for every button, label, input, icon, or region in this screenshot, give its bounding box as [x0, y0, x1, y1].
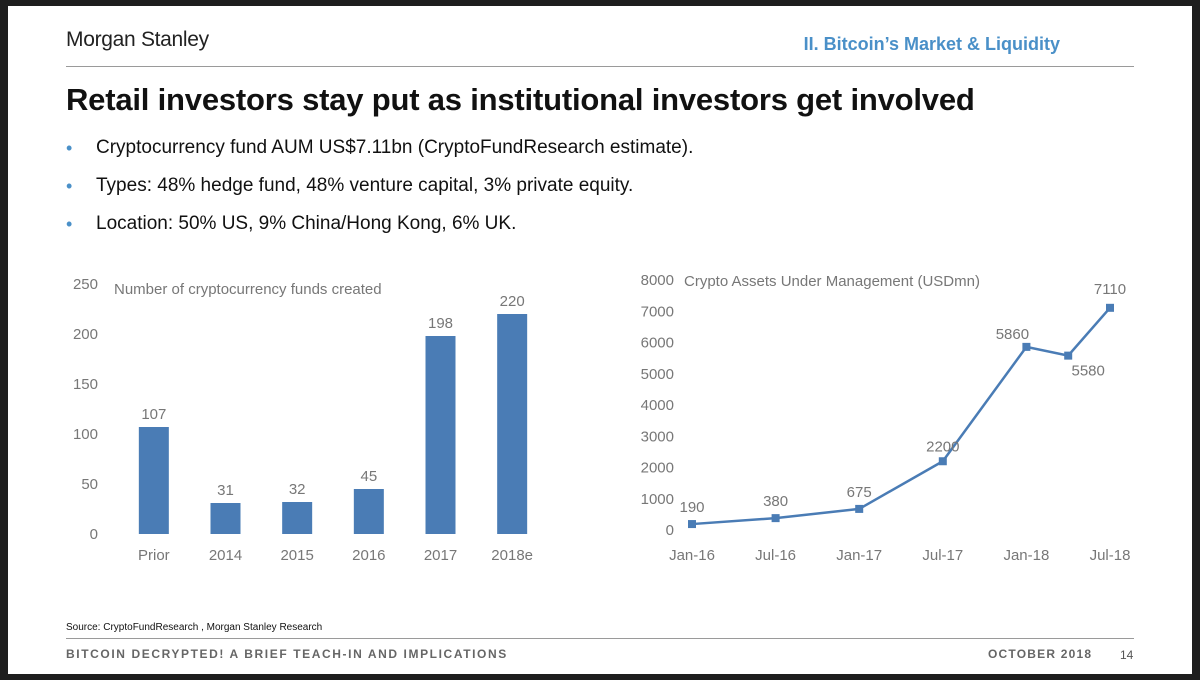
bar-chart-title: Number of cryptocurrency funds created: [114, 281, 382, 298]
bar: [282, 502, 313, 534]
footer-date: OCTOBER 2018: [988, 647, 1093, 661]
y-tick-label: 50: [81, 476, 98, 493]
bar-value-label: 32: [289, 481, 306, 498]
y-tick-label: 100: [73, 426, 98, 443]
x-tick-label: 2018e: [491, 547, 533, 564]
bar-value-label: 107: [141, 406, 166, 423]
funds-bar-chart: Number of cryptocurrency funds created 0 5…: [73, 276, 533, 564]
bullet-item: • Cryptocurrency fund AUM US$7.11bn (Cryp…: [66, 136, 693, 174]
y-tick-label: 6000: [641, 335, 674, 352]
y-tick-label: 0: [90, 526, 98, 543]
bullet-dot-icon: •: [66, 214, 73, 234]
point-value-label: 7110: [1094, 281, 1126, 298]
bar: [210, 503, 241, 534]
line-chart-title: Crypto Assets Under Management (USDmn): [684, 273, 980, 290]
x-tick-label: Jan-18: [1003, 547, 1049, 564]
data-point: [688, 520, 696, 529]
y-tick-label: 150: [73, 376, 98, 393]
bar-value-label: 220: [500, 293, 525, 310]
data-point: [938, 457, 947, 466]
brand-logo: Morgan Stanley: [66, 28, 209, 51]
bullet-text: Types: 48% hedge fund, 48% venture capit…: [96, 175, 634, 196]
y-tick-label: 4000: [641, 397, 674, 414]
page-number: 14: [1120, 648, 1134, 662]
data-point: [771, 514, 780, 523]
y-tick-label: 200: [73, 326, 98, 343]
footer-divider: [66, 638, 1134, 639]
point-value-label: 675: [847, 484, 872, 501]
y-tick-label: 8000: [641, 272, 674, 289]
bar-value-label: 31: [217, 482, 234, 499]
x-tick-label: Jul-17: [922, 547, 963, 564]
x-tick-label: 2017: [424, 547, 457, 564]
data-point: [855, 504, 864, 513]
y-tick-label: 5000: [641, 366, 674, 383]
bullet-dot-icon: •: [66, 176, 73, 196]
x-tick-label: Jul-18: [1090, 547, 1131, 564]
footer-title: BITCOIN DECRYPTED! A BRIEF TEACH-IN AND …: [66, 647, 508, 661]
bullet-item: • Location: 50% US, 9% China/Hong Kong, 6…: [66, 212, 693, 250]
x-tick-label: 2014: [209, 547, 242, 564]
bar-value-label: 198: [428, 315, 453, 332]
y-tick-label: 1000: [641, 491, 674, 508]
y-tick-label: 0: [666, 522, 674, 539]
bullet-list: • Cryptocurrency fund AUM US$7.11bn (Cryp…: [66, 136, 693, 250]
section-title: II. Bitcoin’s Market & Liquidity: [803, 34, 1060, 54]
bar: [353, 489, 384, 534]
x-tick-label: 2015: [280, 547, 313, 564]
y-tick-label: 3000: [641, 428, 674, 445]
slide-title: Retail investors stay put as institution…: [66, 82, 975, 117]
point-value-label: 380: [763, 493, 788, 510]
point-value-label: 5860: [996, 326, 1029, 343]
data-point: [1022, 342, 1031, 351]
aum-series-line: [691, 306, 1111, 526]
slide: Morgan Stanley II. Bitcoin’s Market & Li…: [8, 6, 1192, 674]
bar: [138, 427, 169, 534]
y-tick-label: 7000: [641, 303, 674, 320]
bar-value-label: 45: [360, 468, 377, 485]
y-tick-label: 2000: [641, 460, 674, 477]
x-tick-label: 2016: [352, 547, 385, 564]
aum-line-chart: Crypto Assets Under Management (USDmn)01…: [641, 272, 1131, 564]
point-value-label: 5580: [1072, 363, 1105, 380]
bullet-item: • Types: 48% hedge fund, 48% venture capi…: [66, 174, 693, 212]
source-note: Source: CryptoFundResearch , Morgan Stan…: [66, 622, 323, 633]
x-tick-label: Jan-17: [836, 547, 882, 564]
x-tick-label: Jul-16: [755, 547, 796, 564]
bullet-dot-icon: •: [66, 138, 73, 158]
bullet-text: Cryptocurrency fund AUM US$7.11bn (Crypt…: [96, 137, 694, 158]
y-tick-label: 250: [73, 276, 98, 293]
bar: [497, 314, 528, 534]
data-point: [1064, 351, 1073, 360]
point-value-label: 190: [679, 499, 704, 516]
x-tick-label: Jan-16: [669, 547, 715, 564]
header-divider: [66, 66, 1134, 67]
x-tick-label: Prior: [138, 547, 170, 564]
bullet-text: Location: 50% US, 9% China/Hong Kong, 6%…: [96, 213, 517, 234]
data-point: [1106, 303, 1114, 312]
point-value-label: 2200: [926, 438, 959, 455]
bar: [425, 336, 456, 534]
